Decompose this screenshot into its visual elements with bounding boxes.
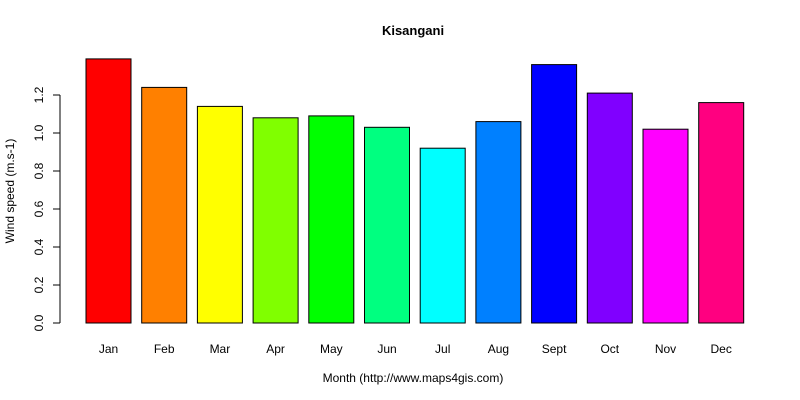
y-tick-label: 0.4 bbox=[32, 238, 46, 255]
bar-feb bbox=[141, 86, 188, 324]
x-tick-label: Jan bbox=[99, 342, 118, 356]
bar-jul bbox=[419, 147, 466, 324]
x-tick-label: Aug bbox=[488, 342, 509, 356]
bar-nov bbox=[642, 128, 689, 324]
y-tick-label: 0.8 bbox=[32, 162, 46, 179]
x-tick-label: Oct bbox=[600, 342, 619, 356]
y-axis-label: Wind speed (m.s-1) bbox=[3, 139, 17, 244]
bar-jan bbox=[85, 58, 132, 324]
x-tick-label: Feb bbox=[154, 342, 175, 356]
x-tick-label: Sept bbox=[542, 342, 567, 356]
y-tick-label: 0.2 bbox=[32, 276, 46, 293]
x-tick-label: Jul bbox=[435, 342, 450, 356]
x-axis-labels: Jan Feb Mar Apr May Jun Jul Aug Sept Oct Nov Dec bbox=[99, 342, 732, 356]
y-tick-label: 1.0 bbox=[32, 124, 46, 141]
bar-mar bbox=[196, 105, 243, 324]
x-tick-label: Nov bbox=[655, 342, 676, 356]
x-axis-label: Month (http://www.maps4gis.com) bbox=[323, 371, 504, 385]
x-tick-label: Mar bbox=[210, 342, 231, 356]
plot-area bbox=[85, 58, 745, 324]
y-tick-label: 0.6 bbox=[32, 200, 46, 217]
y-tick-label: 0.0 bbox=[32, 314, 46, 331]
bar-jun bbox=[364, 126, 410, 324]
bar-may bbox=[308, 115, 355, 324]
x-tick-label: Dec bbox=[711, 342, 732, 356]
x-tick-label: Jun bbox=[377, 342, 396, 356]
y-axis: 0.0 0.2 0.4 0.6 0.8 1.0 1.2 bbox=[32, 86, 61, 331]
bar-apr bbox=[252, 117, 299, 324]
bar-oct bbox=[586, 92, 633, 324]
x-tick-label: Apr bbox=[266, 342, 285, 356]
chart-title: Kisangani bbox=[382, 23, 444, 38]
bar-sept bbox=[531, 64, 578, 324]
x-tick-label: May bbox=[320, 342, 343, 356]
bar-aug bbox=[475, 121, 522, 324]
y-tick-label: 1.2 bbox=[32, 86, 46, 103]
bar-dec bbox=[698, 102, 745, 324]
